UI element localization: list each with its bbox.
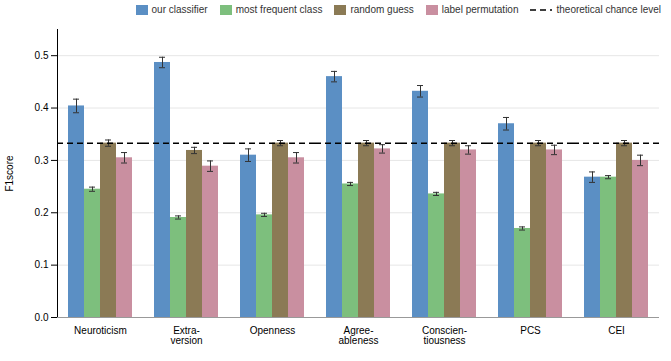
svg-text:0.1: 0.1 — [35, 259, 49, 270]
svg-text:0.0: 0.0 — [35, 312, 49, 323]
svg-text:Extra-version: Extra-version — [170, 325, 202, 346]
svg-text:0.3: 0.3 — [35, 155, 49, 166]
svg-text:Openness: Openness — [250, 325, 296, 336]
svg-text:0.4: 0.4 — [35, 102, 49, 113]
svg-text:Agree-ableness: Agree-ableness — [338, 325, 378, 346]
html-text:theoretical chance level: theoretical chance level — [556, 4, 661, 15]
svg-text:0.2: 0.2 — [35, 207, 49, 218]
svg-text:F1score: F1score — [4, 155, 15, 192]
svg-text:CEI: CEI — [608, 325, 625, 336]
svg-text:PCS: PCS — [520, 325, 541, 336]
svg-text:0.5: 0.5 — [35, 50, 49, 61]
html-text:label permutation: label permutation — [441, 4, 519, 15]
html-text:random guess: random guess — [350, 4, 414, 15]
svg-text:Neuroticism: Neuroticism — [74, 325, 127, 336]
html-text:our classifier: our classifier — [151, 4, 208, 15]
svg-text:Conscien-tiousness: Conscien-tiousness — [422, 325, 467, 346]
html-text:most frequent class: most frequent class — [235, 4, 323, 15]
